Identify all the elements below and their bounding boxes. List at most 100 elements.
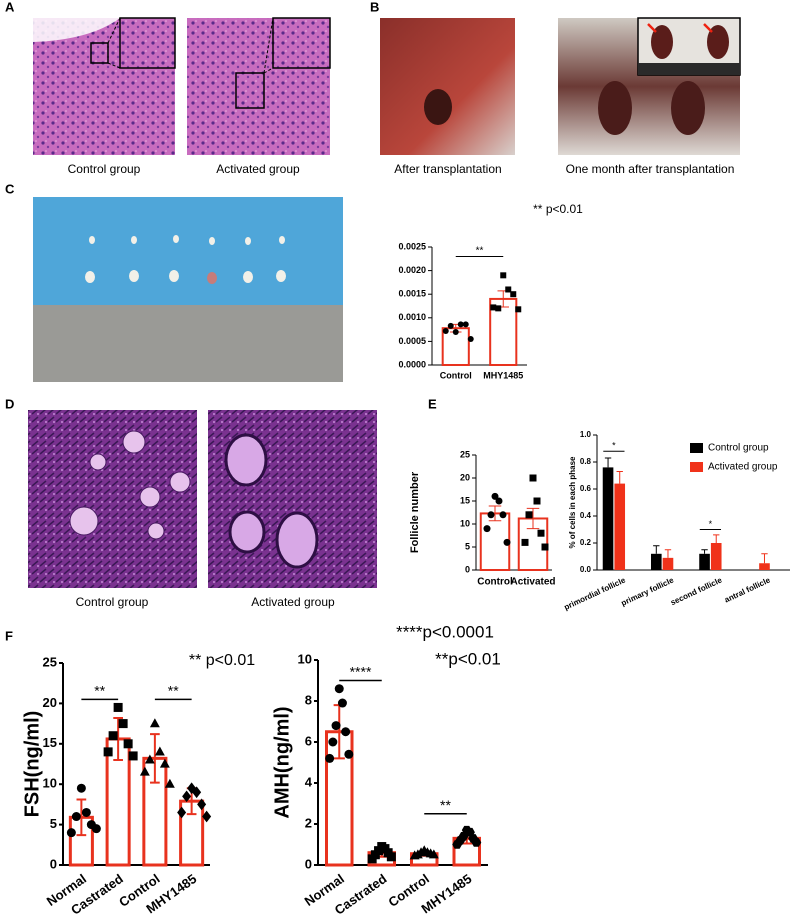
data-point	[525, 511, 533, 519]
data-point	[386, 852, 396, 862]
data-point	[328, 737, 338, 747]
bar	[710, 543, 722, 570]
data-point	[91, 824, 101, 834]
significance-label: **	[94, 682, 105, 698]
x-tick-label: Control	[440, 370, 472, 380]
error-bar	[150, 733, 160, 784]
caption: One month after transplantation	[566, 162, 735, 176]
data-point	[491, 492, 499, 500]
chart: 0.0000 0.0005 0.0010 0.0015 0.0020 0.0025 Cont…	[398, 202, 583, 380]
significance-label: *	[709, 519, 713, 529]
annotation: ****p<0.0001	[396, 622, 494, 641]
data-point	[123, 739, 133, 749]
significance-label: ****	[350, 664, 372, 680]
bar	[662, 557, 674, 570]
chart: 0246810AMH(ng/ml)NormalCastratedControlM…	[271, 622, 501, 917]
y-tick-label: 0.0	[580, 565, 592, 574]
y-tick-label: 25	[460, 449, 470, 459]
data-point	[187, 782, 197, 795]
error-bar	[664, 549, 672, 558]
error-bar	[616, 470, 623, 484]
bar	[699, 553, 710, 570]
y-tick-label: 0.0015	[398, 289, 426, 299]
panel-label: C	[5, 181, 15, 196]
y-tick-label: 15	[460, 495, 470, 505]
significance-label: **	[476, 246, 484, 257]
y-tick-label: 4	[305, 774, 313, 789]
data-point	[344, 749, 354, 759]
bar	[614, 483, 626, 570]
data-point	[177, 806, 187, 819]
data-point	[202, 810, 212, 823]
data-point	[541, 543, 549, 551]
data-point	[71, 812, 81, 822]
y-axis-label: % of cells in each phase	[568, 456, 577, 549]
data-point	[503, 538, 511, 546]
data-point	[154, 746, 165, 756]
data-point	[164, 778, 175, 788]
y-tick-label: 1.0	[580, 430, 592, 439]
data-point	[490, 304, 497, 311]
x-tick-label: Activated	[510, 577, 555, 588]
y-tick-label: 0	[465, 564, 470, 574]
data-point	[159, 758, 170, 768]
significance-label: *	[612, 441, 616, 451]
data-point	[471, 838, 482, 847]
error-bar	[76, 798, 87, 837]
data-point	[510, 291, 517, 298]
data-point	[108, 731, 118, 741]
data-point	[521, 538, 529, 546]
y-tick-label: 0.0025	[398, 241, 426, 251]
y-tick-label: 15	[43, 735, 57, 750]
data-point	[537, 529, 545, 537]
data-point	[447, 322, 454, 329]
data-point	[499, 511, 507, 519]
y-tick-label: 0.8	[580, 457, 592, 466]
caption: Activated group	[216, 162, 300, 176]
bar	[602, 467, 614, 570]
y-tick-label: 0.0020	[398, 265, 426, 275]
data-point	[515, 306, 522, 313]
data-point	[103, 747, 113, 757]
data-point	[331, 721, 341, 731]
y-tick-label: 8	[305, 692, 312, 707]
significance-label: **	[168, 682, 179, 698]
data-point	[66, 828, 76, 838]
annotation: ** p<0.01	[189, 652, 255, 669]
y-tick-label: 10	[298, 651, 312, 666]
y-tick-label: 0.0005	[398, 336, 426, 346]
data-point	[182, 790, 192, 803]
y-tick-label: 5	[50, 816, 57, 831]
data-point	[367, 854, 377, 864]
legend-swatch	[690, 462, 703, 472]
caption: Control group	[68, 162, 141, 176]
y-tick-label: 25	[43, 654, 57, 669]
bar	[759, 563, 770, 570]
data-point	[500, 272, 507, 279]
error-bar	[526, 507, 540, 530]
x-tick-label: antral follicle	[723, 575, 772, 604]
data-point	[452, 840, 463, 849]
bar	[650, 553, 662, 570]
data-point	[337, 698, 347, 708]
data-point	[409, 850, 420, 860]
y-axis-label: Follicle number	[409, 471, 421, 553]
legend-label: Control group	[708, 443, 769, 454]
y-tick-label: 6	[305, 733, 312, 748]
error-bar	[713, 534, 720, 543]
data-point	[467, 336, 474, 343]
y-tick-label: 0.6	[580, 484, 592, 493]
data-point	[139, 766, 150, 776]
data-point	[118, 719, 128, 729]
y-tick-label: 2	[305, 815, 312, 830]
y-tick-label: 0	[50, 856, 57, 871]
y-tick-label: 5	[465, 541, 470, 551]
histology-image	[28, 410, 197, 588]
data-point	[113, 702, 123, 712]
caption: Control group	[76, 595, 149, 609]
data-point	[487, 511, 495, 519]
data-point	[442, 328, 449, 335]
y-tick-label: 10	[43, 776, 57, 791]
y-tick-label: 0.0010	[398, 312, 426, 322]
